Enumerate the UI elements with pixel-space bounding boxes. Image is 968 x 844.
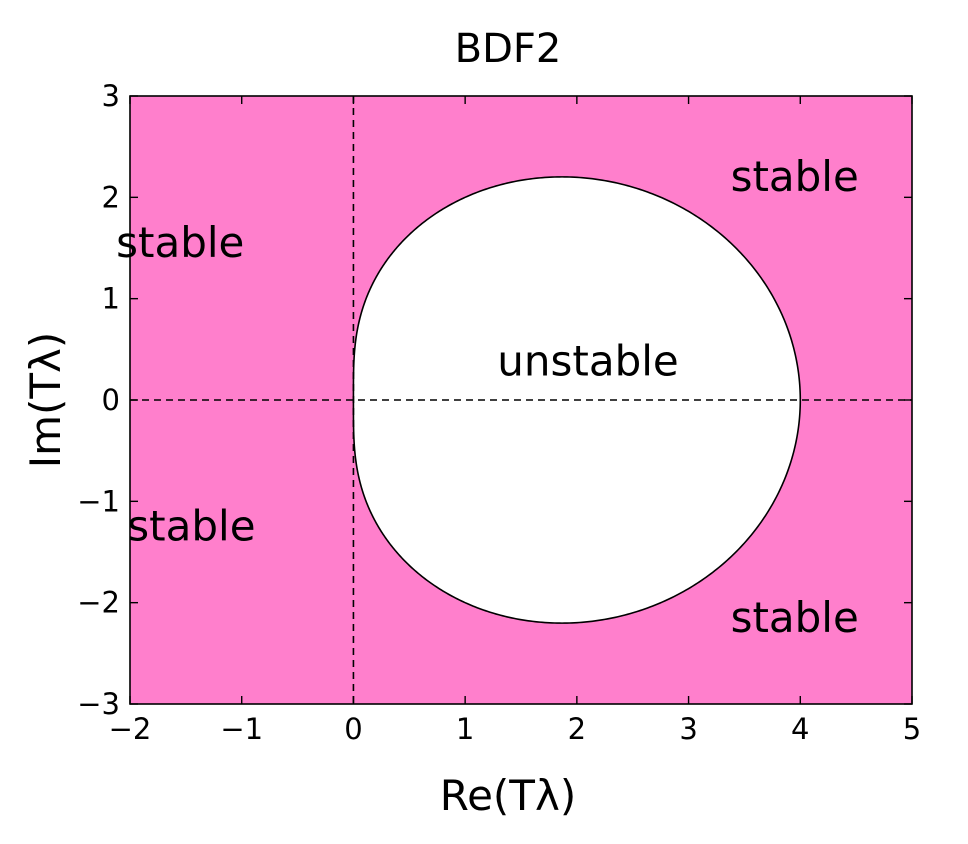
stable-region-label: stable bbox=[731, 593, 859, 642]
stable-region-label: stable bbox=[116, 218, 244, 267]
x-tick-label: 0 bbox=[344, 712, 362, 746]
y-tick-label: −3 bbox=[77, 687, 120, 721]
chart-title: BDF2 bbox=[455, 26, 562, 72]
x-tick-label: 1 bbox=[456, 712, 474, 746]
region-labels: stable stable unstable stable stable bbox=[116, 152, 859, 642]
y-tick-label: 0 bbox=[102, 383, 120, 417]
y-tick-label: 1 bbox=[102, 282, 120, 316]
x-tick-label: −2 bbox=[109, 712, 152, 746]
unstable-region-label: unstable bbox=[497, 336, 679, 385]
stable-region-label: stable bbox=[127, 502, 255, 551]
x-tick-label: −1 bbox=[220, 712, 263, 746]
y-tick-label: 3 bbox=[102, 79, 120, 113]
y-tick-label: −1 bbox=[77, 484, 120, 518]
x-tick-label: 4 bbox=[791, 712, 809, 746]
x-axis-label: Re(Tλ) bbox=[440, 771, 576, 820]
y-tick-label: 2 bbox=[102, 180, 120, 214]
x-tick-label: 5 bbox=[903, 712, 921, 746]
y-tick-label: −2 bbox=[77, 586, 120, 620]
plot-area bbox=[129, 95, 913, 705]
stable-region-label: stable bbox=[731, 152, 859, 201]
x-tick-label: 3 bbox=[679, 712, 697, 746]
y-axis-label: Im(Tλ) bbox=[21, 332, 70, 469]
x-tick-label: 2 bbox=[568, 712, 586, 746]
